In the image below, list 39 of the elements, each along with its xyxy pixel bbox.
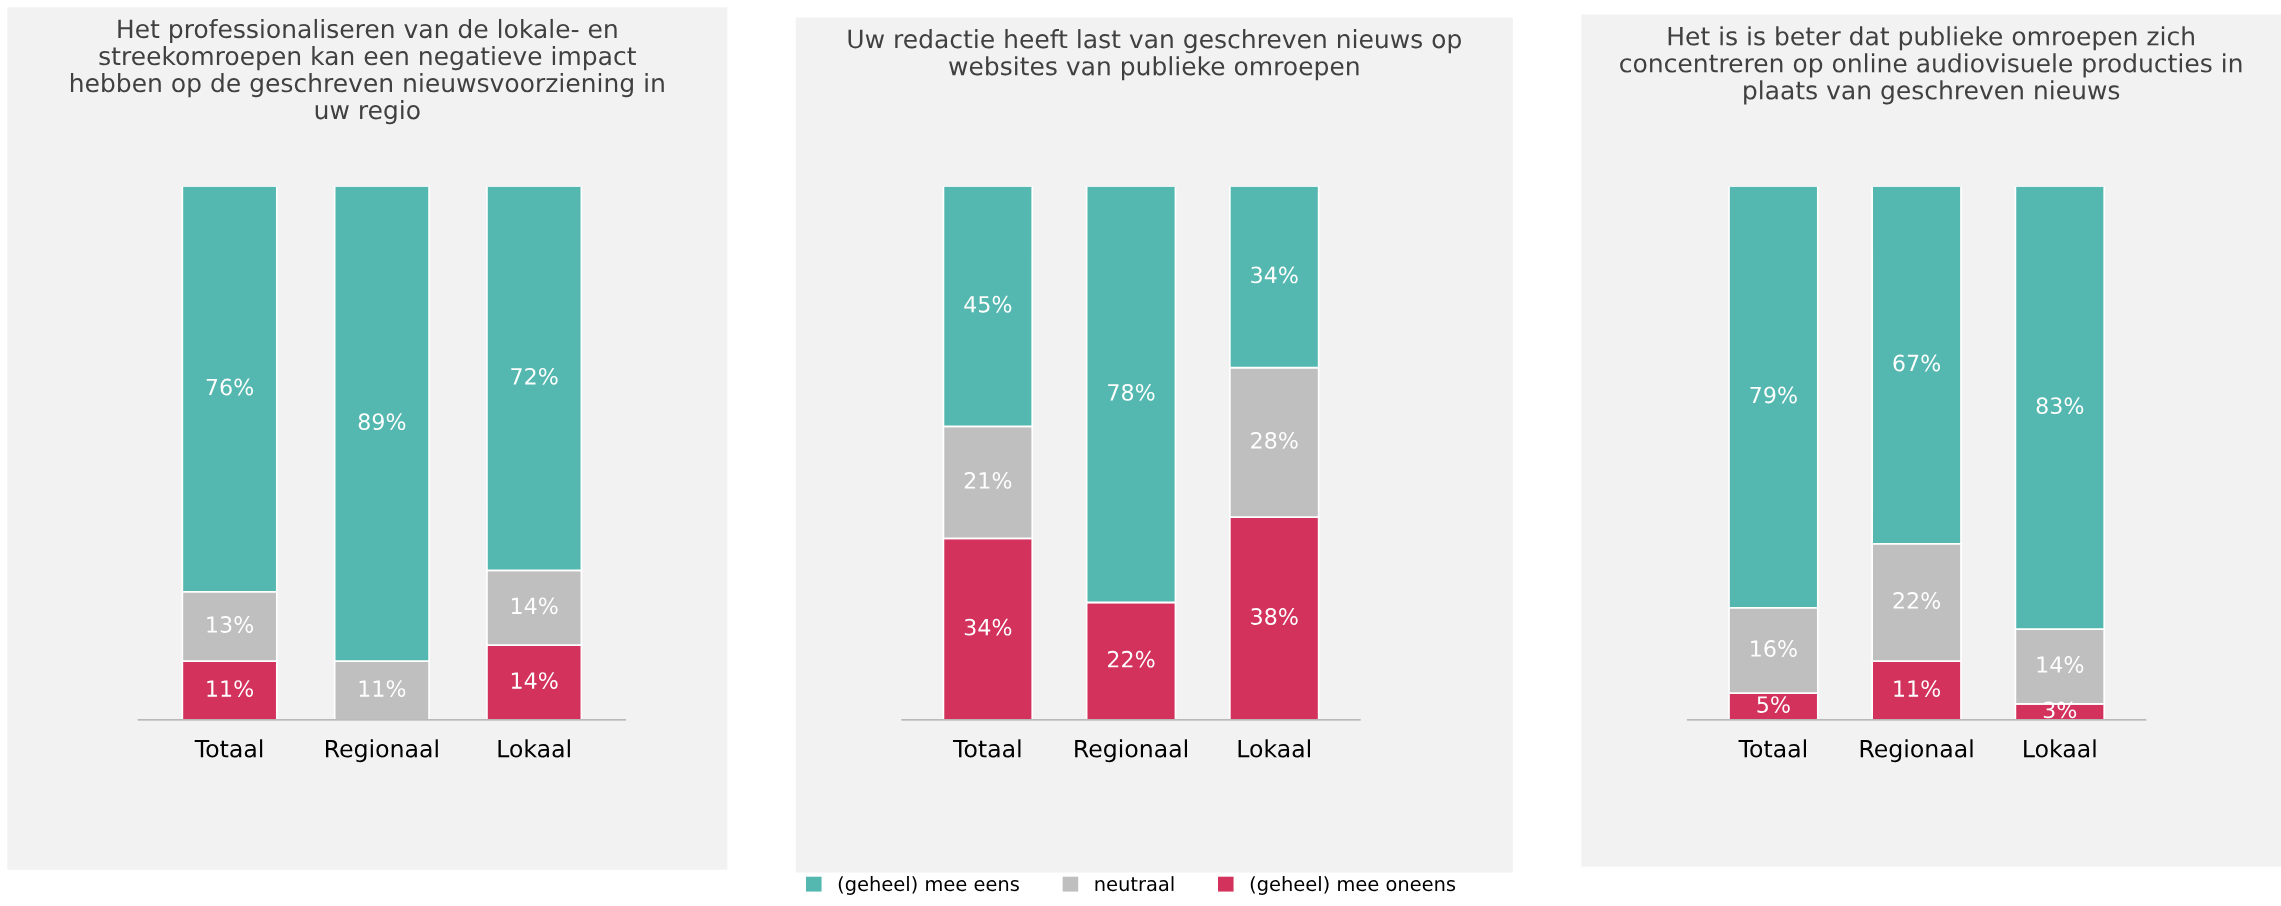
data-label: 14%: [2037, 656, 2084, 673]
x-tick-label: Regionaal: [326, 739, 438, 763]
data-label: 78%: [1108, 383, 1155, 401]
x-tick-label: Lokaal: [498, 739, 570, 758]
x-tick-label: Regionaal: [1860, 739, 1973, 763]
data-label: 34%: [964, 618, 1012, 636]
chart-title: Het professionaliseren van de lokale- en streekomroepen kan een negatieve impact hebben op de geschreven nieuwsvoorziening in uw regio: [70, 18, 664, 125]
x-tick-label: Totaal: [1738, 739, 1806, 758]
data-label: 34%: [1251, 266, 1298, 284]
data-label: 13%: [207, 616, 254, 633]
data-label: 16%: [1751, 640, 1797, 657]
x-tick-label: Lokaal: [2024, 739, 2096, 758]
data-label: 67%: [1893, 354, 1941, 372]
data-label: 14%: [511, 597, 558, 615]
data-label: 79%: [1750, 386, 1797, 404]
legend-label: (geheel) mee oneens: [1250, 876, 1456, 895]
data-label: 14%: [511, 672, 558, 689]
legend-label: (geheel) mee eens: [838, 876, 1019, 895]
x-tick-label: Totaal: [194, 739, 263, 758]
data-label: 28%: [1251, 431, 1298, 449]
x-tick-label: Lokaal: [1238, 739, 1310, 758]
data-label: 38%: [1251, 608, 1298, 625]
data-label: 11%: [359, 680, 406, 697]
data-label: 11%: [207, 680, 254, 697]
chart-title: Het is is beter dat publieke omroepen zich concentreren op online audiovisuele producties in plaats van geschreven nieuws: [1620, 26, 2242, 105]
data-label: 89%: [358, 413, 406, 431]
data-label: 45%: [964, 295, 1012, 313]
legend-label: neutraal: [1095, 876, 1174, 892]
data-label: 22%: [1107, 650, 1155, 668]
data-label: 22%: [1893, 592, 1941, 609]
x-tick-label: Totaal: [952, 739, 1021, 758]
data-label: 83%: [2036, 397, 2084, 415]
data-label: 21%: [964, 471, 1012, 489]
data-label: 72%: [511, 367, 558, 385]
data-label: 11%: [1894, 680, 1941, 697]
data-label: 5%: [1757, 696, 1790, 713]
x-tick-label: Regionaal: [1075, 739, 1187, 763]
data-label: 76%: [206, 378, 254, 396]
chart-title: Uw redactie heeft last van geschreven nieuws op websites van publieke omroepen: [848, 29, 1461, 81]
